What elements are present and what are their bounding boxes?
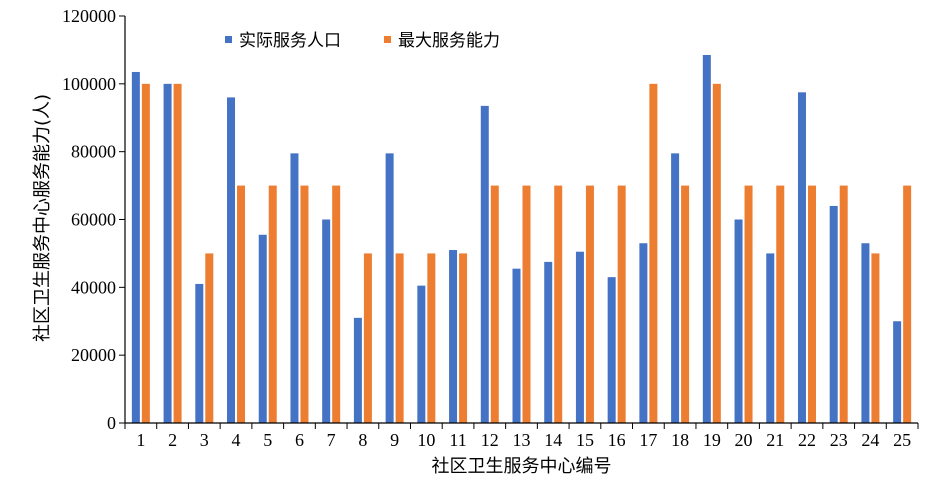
bar-actual-population xyxy=(385,153,394,424)
bar-actual-population xyxy=(322,219,331,423)
x-tick-label: 10 xyxy=(417,430,435,450)
bar-actual-population xyxy=(512,268,521,423)
x-tick-label: 25 xyxy=(893,430,911,450)
x-tick-label: 14 xyxy=(544,430,562,450)
bar-max-capacity xyxy=(363,253,372,423)
x-tick-label: 15 xyxy=(576,430,594,450)
bar-max-capacity xyxy=(681,185,690,423)
x-tick-label: 13 xyxy=(513,430,531,450)
legend-swatch xyxy=(225,36,232,43)
y-tick-label: 20000 xyxy=(71,345,116,365)
bar-actual-population xyxy=(258,234,267,423)
bar-max-capacity xyxy=(268,185,277,423)
bar-actual-population xyxy=(607,277,616,423)
bar-actual-population xyxy=(544,261,553,423)
y-tick-label: 60000 xyxy=(71,210,116,230)
x-tick-label: 19 xyxy=(703,430,721,450)
bar-max-capacity xyxy=(141,83,150,423)
bar-actual-population xyxy=(639,243,648,423)
bar-actual-population xyxy=(702,55,711,424)
x-ticks: 1 2 3 4 5 6 7 8 9 10 11 12 13 14 15 16 17 18 19 20 21 22 23 24 2… xyxy=(124,423,919,450)
x-tick-label: 23 xyxy=(830,430,848,450)
bar-max-capacity xyxy=(649,83,658,423)
x-tick-label: 1 xyxy=(136,430,145,450)
legend: 实际服务人口 最大服务能力 xyxy=(225,31,500,51)
x-tick-label: 20 xyxy=(735,430,753,450)
bar-max-capacity xyxy=(395,253,404,423)
y-tick-label: 100000 xyxy=(62,74,116,94)
bar-actual-population xyxy=(766,253,775,423)
x-tick-label: 21 xyxy=(766,430,784,450)
bar-max-capacity xyxy=(744,185,753,423)
bar-max-capacity xyxy=(300,185,309,423)
x-tick-label: 2 xyxy=(168,430,177,450)
bar-actual-population xyxy=(671,153,680,424)
y-tick-label: 80000 xyxy=(71,142,116,162)
bar-actual-population xyxy=(861,243,870,423)
legend-label: 最大服务能力 xyxy=(398,31,500,51)
bar-max-capacity xyxy=(459,253,468,423)
legend-item-actual-population: 实际服务人口 xyxy=(225,31,341,51)
bar-actual-population xyxy=(734,219,743,423)
x-axis-label: 社区卫生服务中心编号 xyxy=(432,456,612,477)
bar-max-capacity xyxy=(776,185,785,423)
bar-actual-population xyxy=(417,285,426,423)
bar-actual-population xyxy=(480,105,489,424)
x-tick-label: 6 xyxy=(295,430,304,450)
bar-actual-population xyxy=(131,71,140,424)
bar-max-capacity xyxy=(205,253,214,423)
y-tick-label: 0 xyxy=(107,413,116,433)
bar-max-capacity xyxy=(903,185,912,423)
x-tick-label: 17 xyxy=(639,430,657,450)
x-tick-label: 3 xyxy=(200,430,209,450)
bar-actual-population xyxy=(163,83,172,423)
bar-max-capacity xyxy=(237,185,246,423)
bars xyxy=(131,55,912,424)
bar-actual-population xyxy=(227,97,236,424)
bar-actual-population xyxy=(893,321,902,423)
legend-item-max-capacity: 最大服务能力 xyxy=(384,31,500,51)
bar-actual-population xyxy=(575,251,584,423)
bar-actual-population xyxy=(797,92,806,423)
bar-max-capacity xyxy=(839,185,848,423)
x-tick-label: 8 xyxy=(358,430,367,450)
bar-actual-population xyxy=(290,153,299,424)
bar-max-capacity xyxy=(173,83,182,423)
x-tick-label: 5 xyxy=(263,430,272,450)
bar-max-capacity xyxy=(332,185,341,423)
bar-max-capacity xyxy=(554,185,563,423)
bar-max-capacity xyxy=(712,83,721,423)
legend-label: 实际服务人口 xyxy=(239,31,341,51)
bar-actual-population xyxy=(829,205,838,423)
bar-max-capacity xyxy=(807,185,816,423)
x-tick-label: 9 xyxy=(390,430,399,450)
y-tick-label: 120000 xyxy=(62,6,116,26)
legend-swatch xyxy=(384,36,391,43)
bar-max-capacity xyxy=(522,185,531,423)
x-tick-label: 7 xyxy=(327,430,336,450)
y-axis-label: 社区卫生服务中心服务能力(人) xyxy=(32,94,53,342)
bar-actual-population xyxy=(195,283,204,423)
x-tick-label: 11 xyxy=(449,430,466,450)
bar-max-capacity xyxy=(871,253,880,423)
x-tick-label: 18 xyxy=(671,430,689,450)
x-tick-label: 24 xyxy=(861,430,879,450)
bar-max-capacity xyxy=(490,185,499,423)
y-tick-label: 40000 xyxy=(71,277,116,297)
y-ticks: 0 20000 40000 60000 80000 100000 120000 xyxy=(62,6,125,433)
bar-actual-population xyxy=(353,317,362,423)
bar-max-capacity xyxy=(427,253,436,423)
x-tick-label: 22 xyxy=(798,430,816,450)
x-tick-label: 12 xyxy=(481,430,499,450)
x-tick-label: 4 xyxy=(232,430,241,450)
x-tick-label: 16 xyxy=(608,430,626,450)
bar-actual-population xyxy=(449,250,458,423)
bar-max-capacity xyxy=(617,185,626,423)
bar-max-capacity xyxy=(585,185,594,423)
